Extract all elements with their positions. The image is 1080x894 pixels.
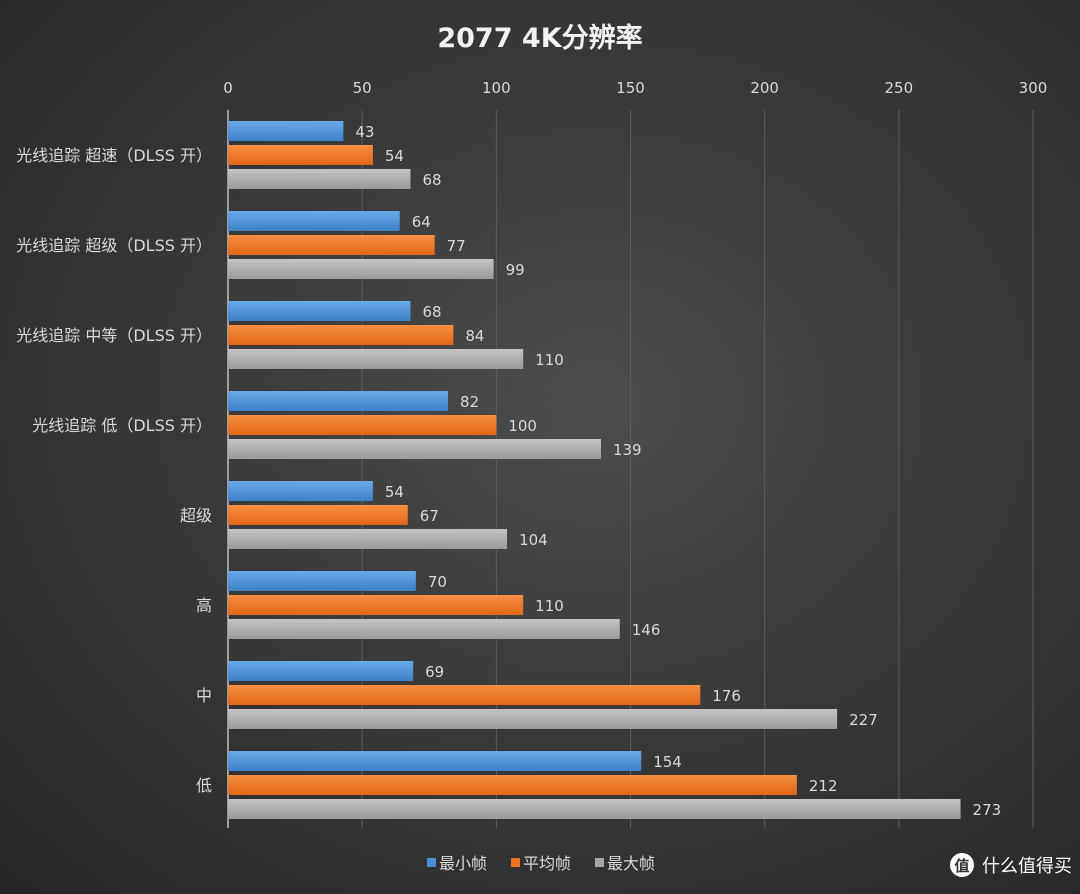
data-label: 139 <box>613 441 642 459</box>
data-label: 212 <box>809 777 838 795</box>
chart-title: 2077 4K分辨率 <box>437 22 642 54</box>
bar <box>228 391 449 411</box>
data-label: 84 <box>465 327 484 345</box>
bar <box>228 571 416 591</box>
bar <box>228 799 961 819</box>
data-label: 104 <box>519 531 548 549</box>
bar <box>228 661 414 681</box>
bar <box>228 235 435 255</box>
bar <box>228 211 400 231</box>
data-label: 176 <box>712 687 741 705</box>
bar <box>228 685 701 705</box>
bar <box>228 709 838 729</box>
data-label: 43 <box>355 123 374 141</box>
category-label: 光线追踪 中等（DLSS 开） <box>16 326 212 345</box>
category-label: 超级 <box>180 506 212 525</box>
data-label: 67 <box>420 507 439 525</box>
bar <box>228 775 797 795</box>
data-label: 110 <box>535 597 564 615</box>
data-label: 99 <box>506 261 525 279</box>
legend-label: 平均帧 <box>523 854 571 873</box>
bar <box>228 529 508 549</box>
category-label: 光线追踪 超速（DLSS 开） <box>16 146 212 165</box>
category-label: 光线追踪 超级（DLSS 开） <box>16 236 212 255</box>
x-tick-label: 50 <box>353 79 372 97</box>
legend-swatch <box>511 858 520 867</box>
legend-label: 最小帧 <box>439 854 487 873</box>
watermark-text: 什么值得买 <box>982 856 1072 877</box>
legend-label: 最大帧 <box>607 854 655 873</box>
data-label: 100 <box>508 417 537 435</box>
data-label: 82 <box>460 393 479 411</box>
bar <box>228 349 524 369</box>
data-label: 70 <box>428 573 447 591</box>
data-label: 146 <box>632 621 661 639</box>
bar <box>228 595 524 615</box>
watermark-logo-icon <box>950 853 974 877</box>
data-label: 54 <box>385 483 404 501</box>
bar <box>228 415 497 435</box>
x-tick-label: 300 <box>1019 79 1048 97</box>
bar <box>228 439 601 459</box>
category-label: 低 <box>196 776 212 795</box>
bar <box>228 505 408 525</box>
data-label: 54 <box>385 147 404 165</box>
legend-swatch <box>427 858 436 867</box>
category-label: 中 <box>196 686 212 705</box>
watermark: 值 什么值得买 <box>950 853 1072 877</box>
data-label: 227 <box>849 711 878 729</box>
x-tick-label: 0 <box>223 79 233 97</box>
data-label: 154 <box>653 753 682 771</box>
bar <box>228 751 642 771</box>
bar <box>228 145 373 165</box>
data-label: 69 <box>425 663 444 681</box>
bar <box>228 619 620 639</box>
category-label: 高 <box>196 596 212 615</box>
bar <box>228 325 454 345</box>
category-label: 光线追踪 低（DLSS 开） <box>32 416 212 435</box>
data-label: 68 <box>422 303 441 321</box>
watermark-logo-char: 值 <box>954 857 969 875</box>
legend-swatch <box>595 858 604 867</box>
data-label: 77 <box>447 237 466 255</box>
data-label: 64 <box>412 213 431 231</box>
data-label: 68 <box>422 171 441 189</box>
data-label: 110 <box>535 351 564 369</box>
bar <box>228 169 411 189</box>
bar <box>228 301 411 321</box>
data-label: 273 <box>973 801 1002 819</box>
x-tick-label: 250 <box>885 79 914 97</box>
x-tick-label: 200 <box>750 79 779 97</box>
bar <box>228 481 373 501</box>
x-tick-label: 150 <box>616 79 645 97</box>
bar <box>228 121 344 141</box>
x-tick-label: 100 <box>482 79 511 97</box>
bar <box>228 259 494 279</box>
